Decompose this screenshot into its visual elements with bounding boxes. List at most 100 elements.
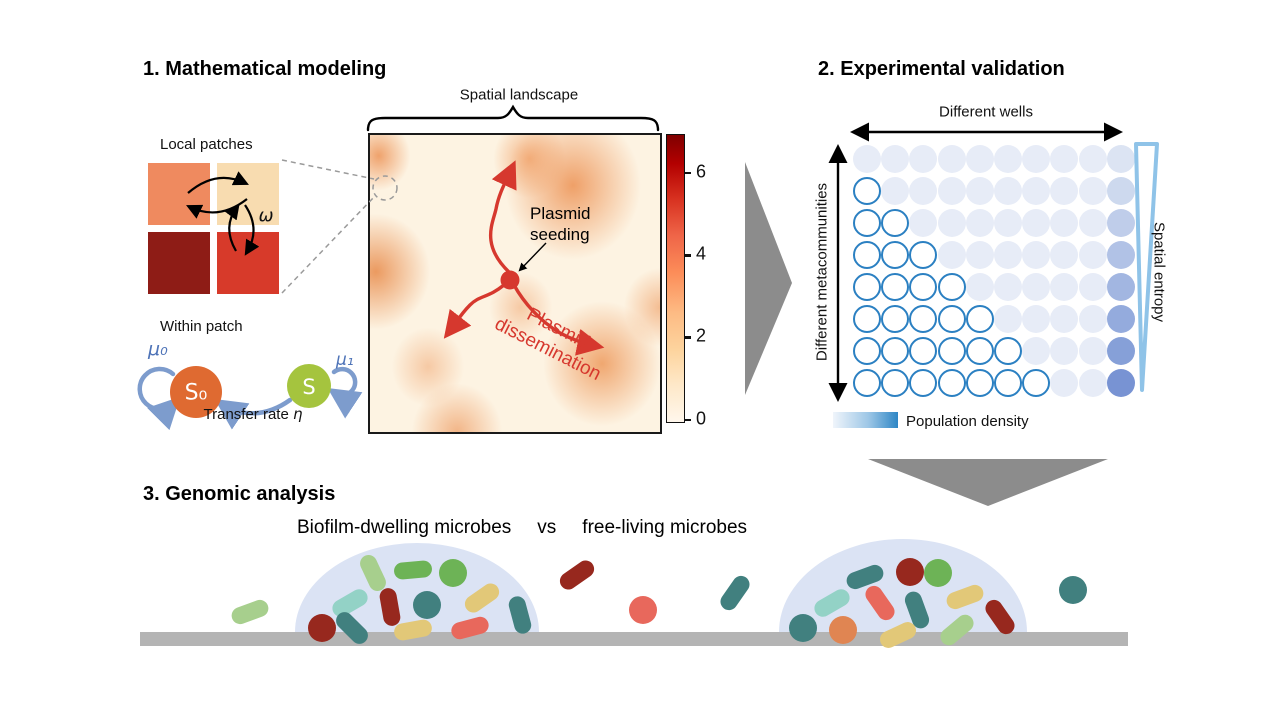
omega-label: ω <box>258 205 274 227</box>
flow-arrow-down-icon <box>868 459 1108 506</box>
colorbar <box>666 134 685 423</box>
mu1-label: μ₁ <box>336 350 354 370</box>
free-living-microbes-label: free-living microbes <box>582 517 748 538</box>
microbe-darkred-circle <box>896 558 924 586</box>
well-filled <box>1022 337 1051 365</box>
well-filled <box>909 177 938 205</box>
well-outlined <box>853 177 881 205</box>
panel3-title: 3. Genomic analysis <box>143 483 336 505</box>
transfer-rate-label: Transfer rate η <box>204 405 303 423</box>
different-metacommunities-label: Different metacommunities <box>813 182 831 362</box>
microbe-yellow-pill <box>879 622 917 648</box>
well-filled <box>994 177 1022 205</box>
s-label: S <box>302 375 315 399</box>
different-wells-label: Different wells <box>939 103 1033 121</box>
well-filled <box>937 209 966 237</box>
microbe-darkred-pill <box>559 560 595 590</box>
plasmid-seeding-label: Plasmid seeding <box>530 204 591 244</box>
microbe-lightteal-pill <box>332 589 368 617</box>
microbe-orange-circle <box>829 616 857 644</box>
microbe-darkred-pill <box>379 588 401 626</box>
well-outlined <box>909 273 938 301</box>
well-outlined <box>853 209 881 237</box>
patch-square <box>148 232 210 294</box>
well-filled <box>909 209 938 237</box>
well-filled <box>1078 177 1107 205</box>
well-filled <box>1022 241 1051 269</box>
well-filled <box>1078 209 1107 237</box>
well-filled <box>1022 305 1051 333</box>
panel1-title: 1. Mathematical modeling <box>143 58 387 80</box>
well-filled <box>1022 145 1051 173</box>
microbe-lightgreen-pill <box>940 614 974 646</box>
biofilm-microbes-label: Biofilm-dwelling microbes <box>296 517 512 538</box>
microbe-darkred-circle <box>308 614 336 642</box>
well-filled <box>994 145 1022 173</box>
microbe-teal-pill <box>904 591 930 629</box>
well-filled <box>1106 337 1135 365</box>
well-filled <box>1022 177 1051 205</box>
well-filled <box>994 305 1022 333</box>
well-filled <box>881 177 910 205</box>
well-outlined <box>909 369 938 397</box>
colorbar-ticks: 6 4 2 0 <box>684 134 724 428</box>
local-patches-grid <box>148 163 279 294</box>
well-filled <box>994 273 1022 301</box>
well-filled <box>1022 273 1051 301</box>
microbe-green-circle <box>924 559 952 587</box>
vs-label: vs <box>537 517 557 538</box>
surface-bar <box>140 632 1128 646</box>
well-filled <box>1050 241 1079 269</box>
well-outlined <box>909 337 938 365</box>
well-filled <box>853 145 881 173</box>
well-filled <box>1078 145 1107 173</box>
well-outlined <box>909 241 938 269</box>
well-filled <box>1050 337 1079 365</box>
well-filled <box>1106 305 1135 333</box>
microbe-teal-circle <box>789 614 817 642</box>
well-filled <box>965 241 994 269</box>
spatial-landscape-label: Spatial landscape <box>459 86 579 104</box>
colorbar-tick-mark <box>684 171 691 175</box>
well-outlined <box>937 369 966 397</box>
well-filled <box>1078 305 1107 333</box>
population-density-gradient <box>833 412 898 428</box>
eta-symbol: η <box>292 405 303 423</box>
microbe-teal-pill <box>846 564 884 590</box>
well-filled <box>1106 177 1135 205</box>
microbe-salmon-pill <box>865 585 895 621</box>
brace-icon <box>366 104 660 132</box>
colorbar-tick-label: 2 <box>696 325 707 346</box>
well-filled <box>965 177 994 205</box>
spatial-entropy-label: Spatial entropy <box>1150 221 1168 323</box>
well-filled <box>1050 273 1079 301</box>
well-filled <box>1106 273 1135 301</box>
transfer-rate-text: Transfer rate <box>203 406 289 423</box>
microbe-salmon-pill <box>451 616 489 640</box>
well-filled <box>965 209 994 237</box>
microbe-yellow-pill <box>394 619 432 641</box>
well-filled <box>994 241 1022 269</box>
well-filled <box>1050 177 1079 205</box>
well-filled <box>1106 145 1135 173</box>
well-outlined <box>965 337 994 365</box>
well-outlined <box>853 273 881 301</box>
colorbar-tick-label: 4 <box>696 243 707 264</box>
panel2-title: 2. Experimental validation <box>818 58 1065 80</box>
well-filled <box>965 145 994 173</box>
microbe-lightgreen-pill <box>231 599 269 625</box>
microbe-yellow-pill <box>464 583 500 613</box>
well-outlined <box>853 337 881 365</box>
microbe-darkred-pill <box>985 599 1015 635</box>
well-filled <box>881 145 910 173</box>
well-outlined <box>881 305 910 333</box>
microbe-teal-pill <box>720 575 750 611</box>
microbe-yellow-pill <box>946 584 984 610</box>
microbe-salmon-circle <box>629 596 657 624</box>
well-filled <box>994 209 1022 237</box>
heatmap <box>368 133 662 434</box>
well-outlined <box>853 241 881 269</box>
well-outlined <box>937 305 966 333</box>
well-filled <box>937 241 966 269</box>
colorbar-tick-label: 0 <box>696 408 707 429</box>
